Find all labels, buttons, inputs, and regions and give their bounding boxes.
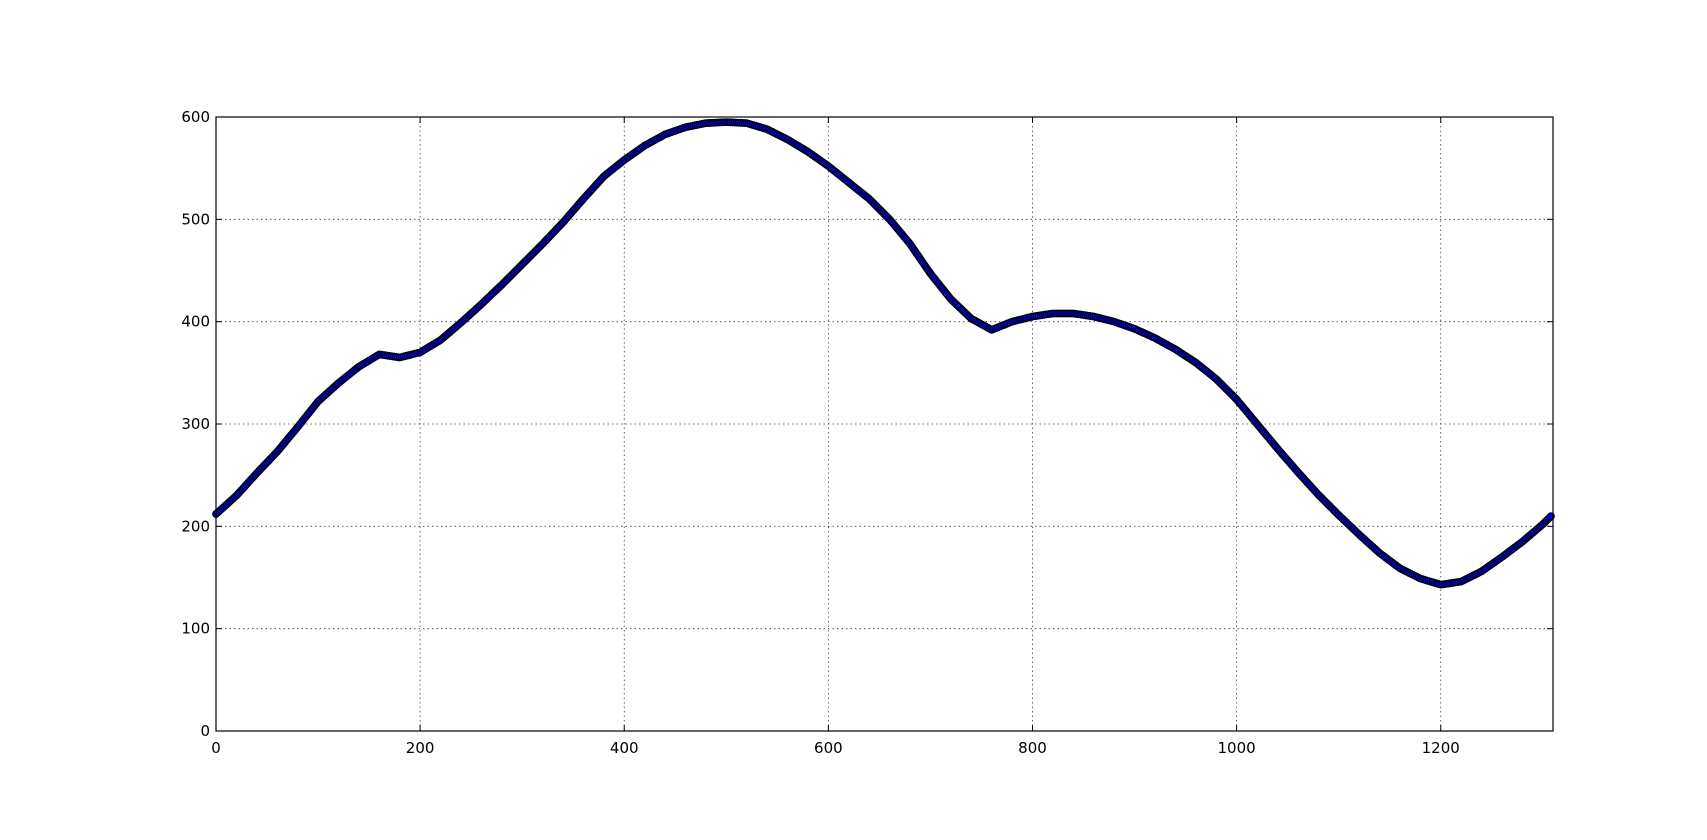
x-tick-label: 200 <box>406 739 435 757</box>
y-tick-label: 500 <box>181 210 210 228</box>
y-tick-label: 100 <box>181 620 210 638</box>
data-series <box>212 118 1555 589</box>
tick-labels: 0 200 400 600 800 1000 1200 0 100 200 300 400 500 600 <box>181 108 1459 757</box>
x-tick-label: 400 <box>610 739 639 757</box>
y-tick-label: 200 <box>181 517 210 535</box>
x-tick-label: 800 <box>1018 739 1047 757</box>
x-tick-label: 600 <box>814 739 843 757</box>
x-tick-label: 1200 <box>1422 739 1460 757</box>
y-tick-label: 600 <box>181 108 210 126</box>
x-tick-label: 0 <box>211 739 221 757</box>
y-tick-label: 300 <box>181 415 210 433</box>
y-tick-label: 0 <box>200 722 210 740</box>
y-tick-label: 400 <box>181 313 210 331</box>
plot-frame <box>215 116 1554 732</box>
x-tick-label: 1000 <box>1218 739 1256 757</box>
